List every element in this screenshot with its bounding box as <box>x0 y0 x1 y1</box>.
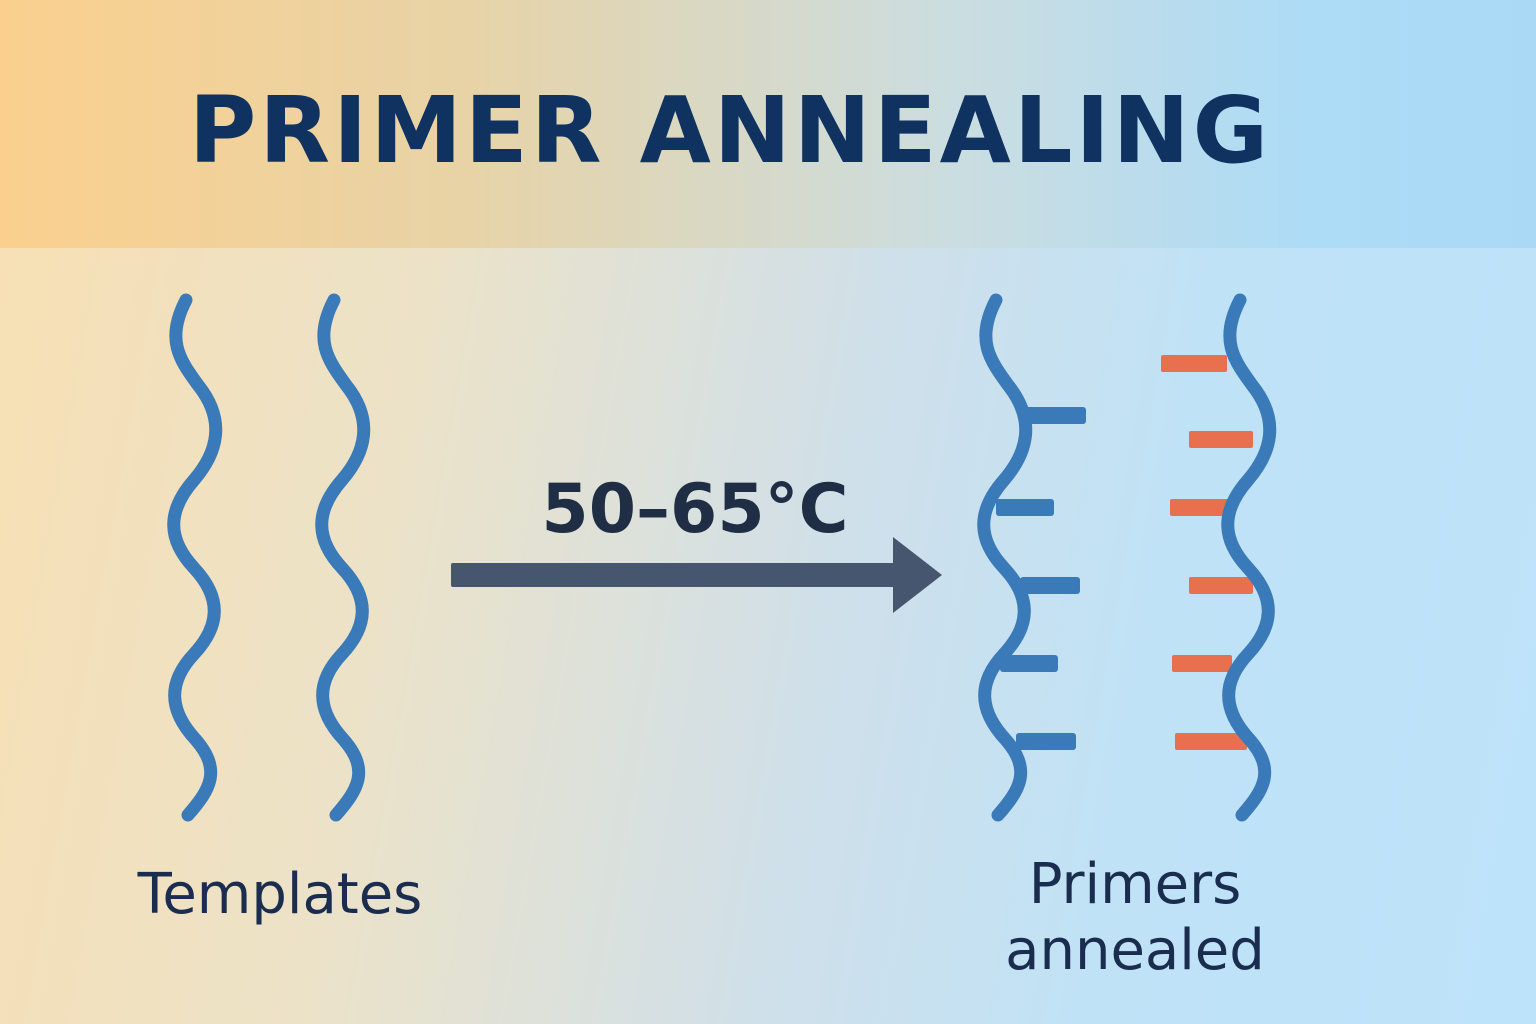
primer-bar <box>1172 655 1232 672</box>
templates-label: Templates <box>137 862 423 927</box>
process-arrow <box>451 537 942 613</box>
primer-bar <box>1000 655 1058 672</box>
primers-label-line2: annealed <box>1005 918 1265 983</box>
primer-bar <box>1170 499 1230 516</box>
header-band <box>0 0 1536 248</box>
strand-1-primers <box>996 407 1086 750</box>
primers-label-line1: Primers <box>1028 852 1242 917</box>
primer-bar <box>1024 407 1086 424</box>
temperature-label: 50–65°C <box>541 470 849 549</box>
primer-bar <box>996 499 1054 516</box>
primer-bar <box>1175 733 1247 750</box>
annealed-strand-1 <box>977 293 1033 822</box>
primers-annealed-label: Primers annealed <box>985 852 1285 984</box>
page-title: PRIMER ANNEALING <box>188 77 1272 184</box>
primer-bar <box>1016 733 1076 750</box>
primer-bar <box>1189 577 1253 594</box>
template-strand-2 <box>315 293 371 822</box>
primer-bar <box>1189 431 1253 448</box>
template-strand-1 <box>167 293 223 822</box>
primer-bar <box>1020 577 1080 594</box>
annealed-strand-2 <box>1221 293 1277 822</box>
primer-bar <box>1161 355 1227 372</box>
strand-2-primers <box>1161 355 1253 750</box>
